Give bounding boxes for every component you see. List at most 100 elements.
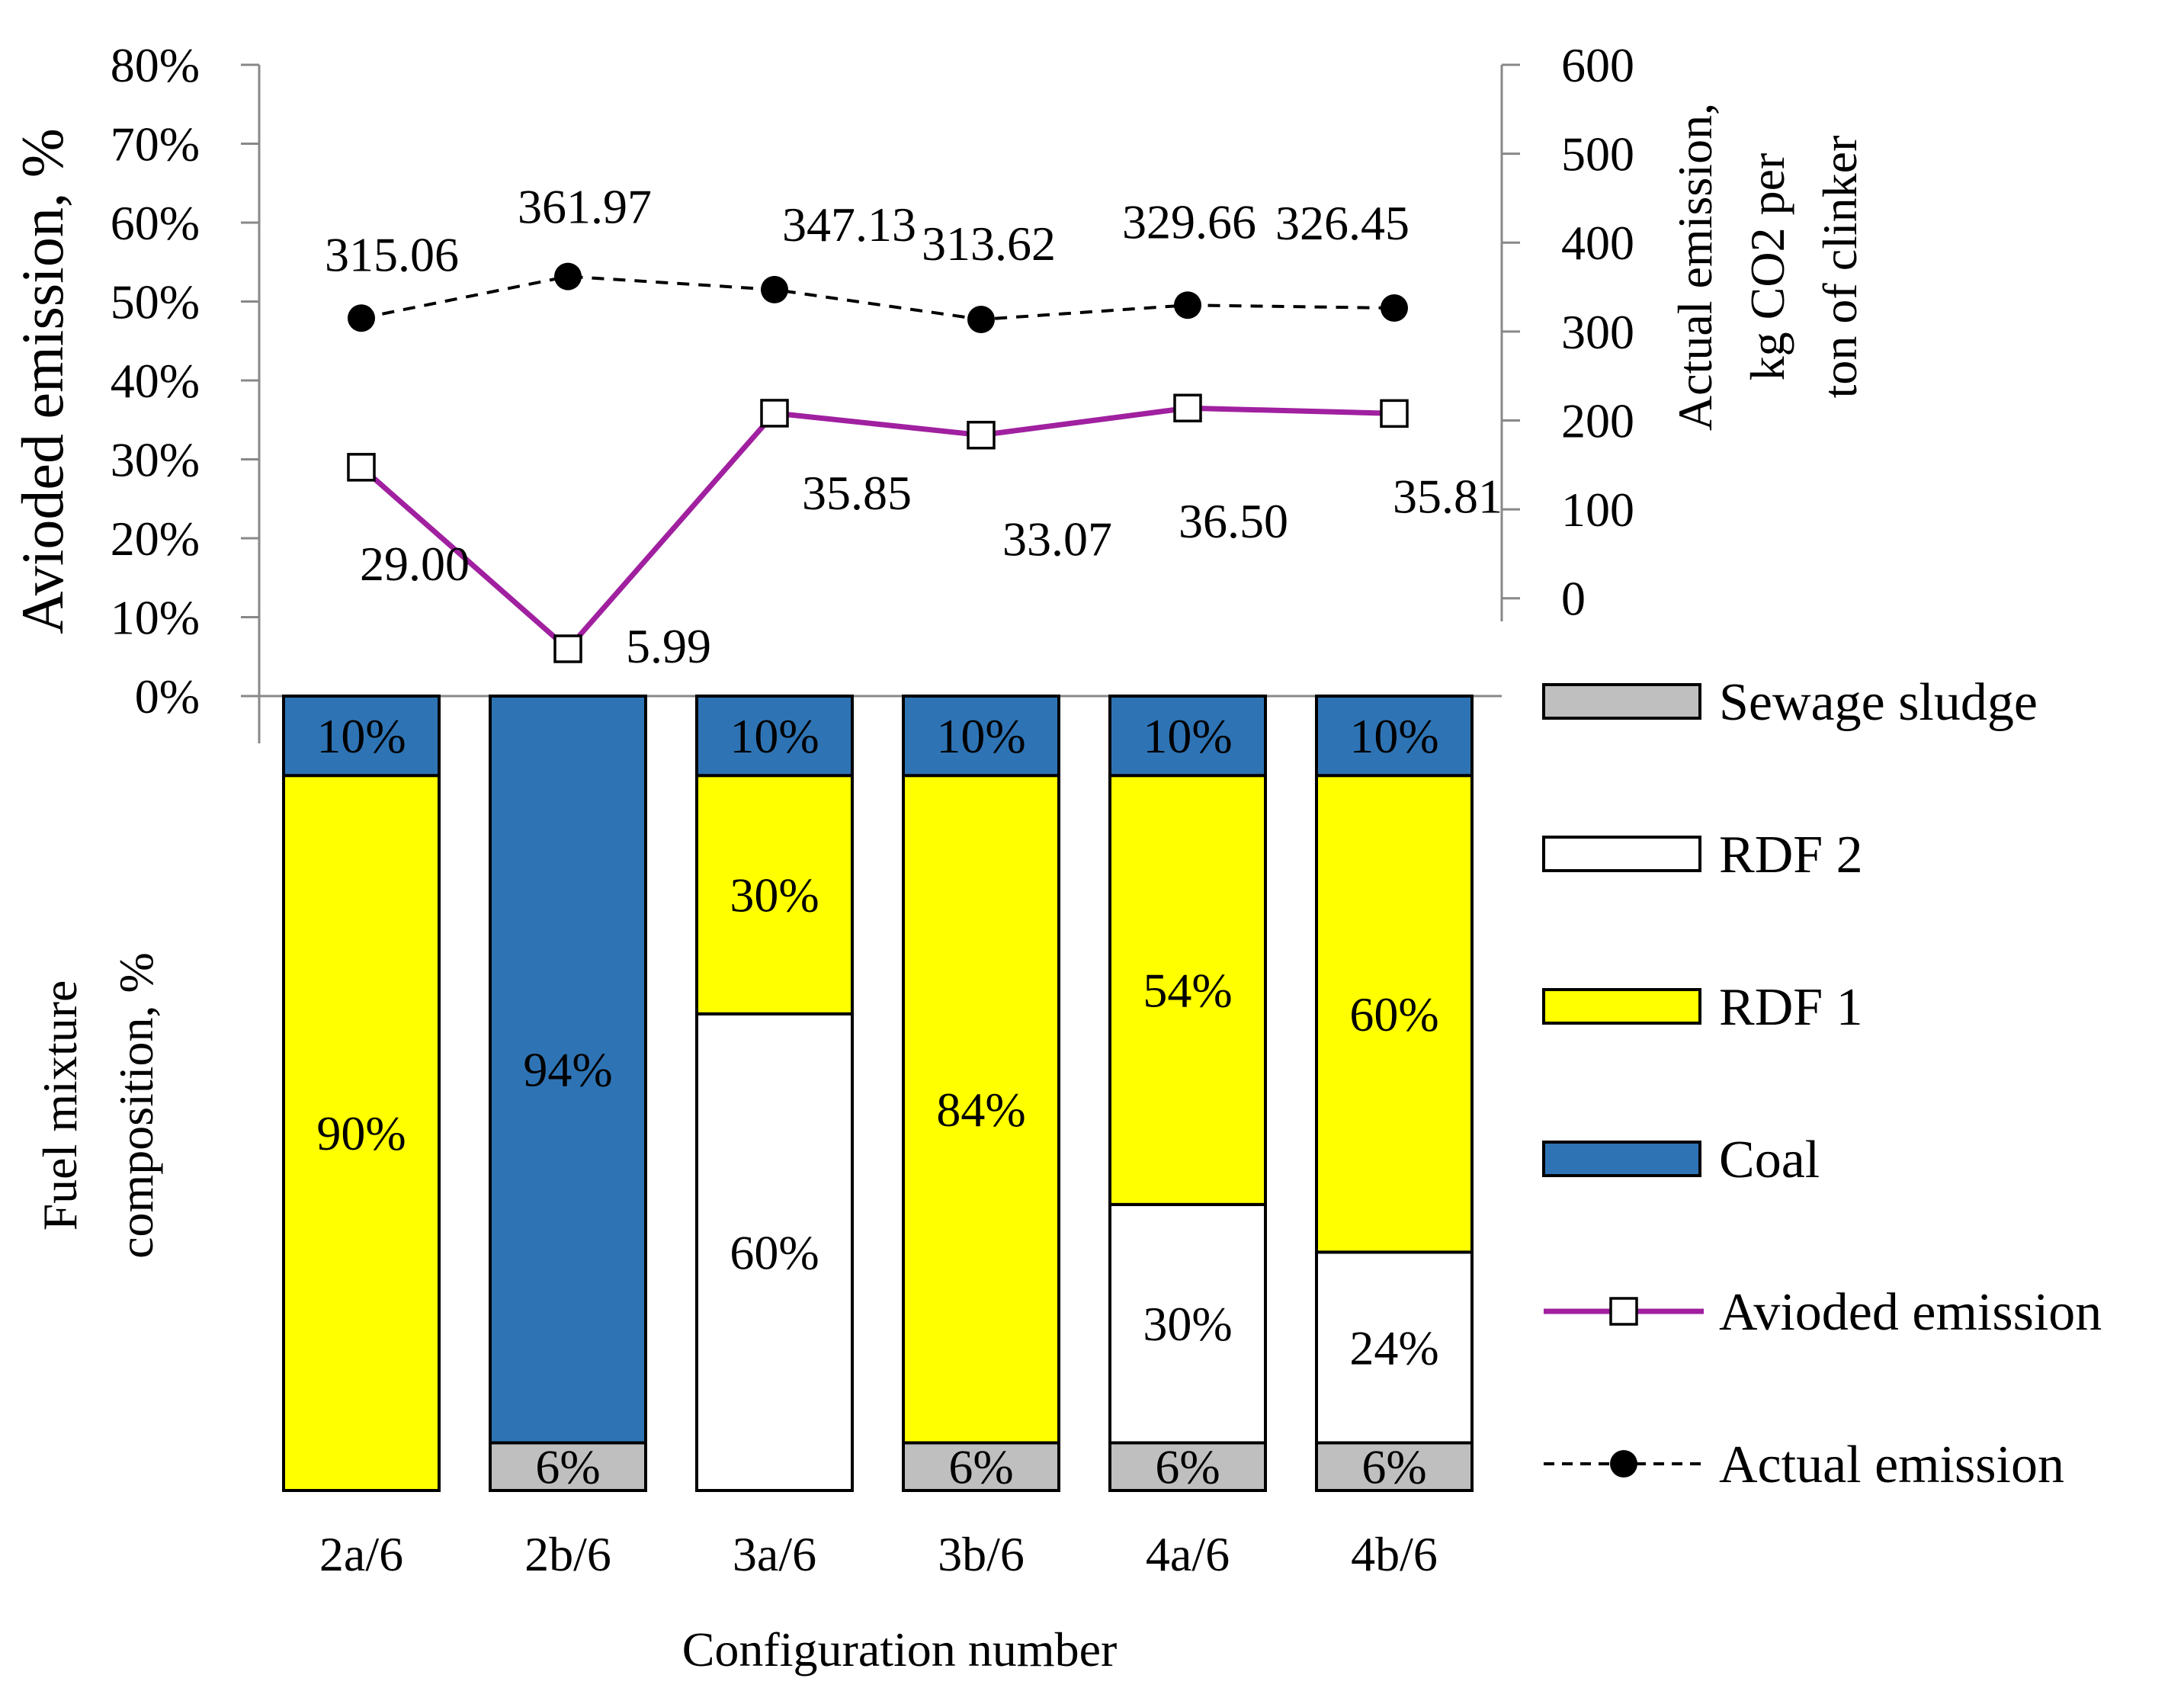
avoided-emission-marker bbox=[1380, 399, 1409, 428]
legend-item: RDF 1 bbox=[1542, 978, 1863, 1037]
avoided-emission-data-label: 35.85 bbox=[802, 466, 912, 520]
bar-segment-label: 10% bbox=[936, 709, 1025, 763]
bar-segment-label: 10% bbox=[730, 709, 819, 763]
left-axis-tick-label: 0% bbox=[135, 669, 200, 724]
legend-label: RDF 2 bbox=[1719, 826, 1863, 884]
bar-segment-label: 84% bbox=[936, 1083, 1025, 1137]
bar-segment-sewage-sludge bbox=[1108, 1441, 1267, 1492]
bars-layer bbox=[282, 695, 1474, 1493]
actual-emission-marker bbox=[348, 304, 375, 332]
bar-segment-label: 94% bbox=[523, 1043, 612, 1097]
bar-segment-label: 60% bbox=[730, 1225, 819, 1279]
bar-axis-title-line: composition, % bbox=[109, 952, 163, 1259]
avoided-emission-marker bbox=[760, 399, 789, 428]
left-axis-tick-label: 30% bbox=[111, 433, 200, 487]
avoided-emission-marker bbox=[347, 453, 376, 482]
left-axis-tick-label: 60% bbox=[111, 196, 200, 250]
right-axis-tick-label: 500 bbox=[1561, 127, 1634, 181]
left-axis-tick-label: 70% bbox=[111, 117, 200, 172]
lines-layer bbox=[347, 262, 1409, 663]
legend-swatch bbox=[1542, 683, 1701, 720]
bar-segment-label: 24% bbox=[1349, 1320, 1438, 1375]
right-axis-tick-label: 200 bbox=[1561, 393, 1634, 448]
bar-segment-label: 60% bbox=[1349, 987, 1438, 1041]
legend-marker bbox=[1610, 1450, 1637, 1478]
actual-emission-data-label: 313.62 bbox=[922, 217, 1056, 271]
left-axis-tick-label: 10% bbox=[111, 591, 200, 645]
legend-swatch bbox=[1542, 836, 1701, 872]
bar-segment-label: 6% bbox=[1155, 1440, 1220, 1494]
right-axis-title-line: ton of clinker bbox=[1813, 136, 1867, 399]
x-category-label: 4b/6 bbox=[1351, 1527, 1438, 1581]
x-category-label: 2b/6 bbox=[524, 1527, 611, 1581]
bar-segment-rdf-1 bbox=[1315, 774, 1474, 1254]
bar-segment-coal bbox=[1315, 695, 1474, 778]
avoided-emission-data-label: 36.50 bbox=[1179, 494, 1288, 548]
bar-segment-label: 6% bbox=[535, 1440, 600, 1494]
legend-item: Sewage sludge bbox=[1542, 673, 2038, 732]
avoided-emission-data-label: 35.81 bbox=[1393, 469, 1503, 523]
legend-swatch bbox=[1542, 1141, 1701, 1177]
actual-emission-data-label: 326.45 bbox=[1275, 196, 1409, 250]
bar-segment-label: 10% bbox=[316, 709, 406, 763]
bar-segment-rdf-2 bbox=[1108, 1202, 1267, 1445]
left-axis-tick-label: 80% bbox=[111, 38, 200, 92]
bar-segment-label: 90% bbox=[316, 1106, 406, 1160]
left-axis-tick-label: 50% bbox=[111, 275, 200, 329]
legend-label: Sewage sludge bbox=[1719, 673, 2038, 732]
right-axis-tick-label: 600 bbox=[1561, 38, 1634, 92]
avoided-emission-line bbox=[359, 405, 1395, 653]
legend-label: Coal bbox=[1719, 1131, 1820, 1189]
legend-label: RDF 1 bbox=[1719, 978, 1863, 1037]
bar-segment-label: 30% bbox=[730, 868, 819, 923]
bar-segment-rdf-2 bbox=[695, 1012, 854, 1493]
actual-emission-marker bbox=[554, 262, 582, 290]
bar-segment-label: 6% bbox=[1361, 1440, 1426, 1494]
avoided-emission-data-label: 29.00 bbox=[360, 537, 470, 591]
actual-emission-data-label: 347.13 bbox=[782, 197, 916, 252]
bar-segment-label: 10% bbox=[1349, 709, 1438, 763]
legend-item: Avioded emission bbox=[1544, 1283, 2102, 1342]
legend-item: Actual emission bbox=[1544, 1436, 2064, 1494]
legend-item: Coal bbox=[1542, 1131, 1820, 1189]
actual-emission-data-label: 361.97 bbox=[518, 180, 652, 234]
bar-axis-title-line: Fuel mixture bbox=[33, 980, 87, 1231]
left-axis-tick-label: 20% bbox=[111, 512, 200, 566]
avoided-emission-data-label: 5.99 bbox=[626, 619, 711, 673]
right-axis-tick-label: 100 bbox=[1561, 483, 1634, 537]
legend-label: Actual emission bbox=[1719, 1436, 2064, 1494]
actual-emission-marker bbox=[1381, 294, 1408, 322]
legend: Sewage sludge RDF 2 RDF 1 Coal Avioded emiss… bbox=[1542, 673, 2102, 1494]
avoided-emission-marker bbox=[1173, 393, 1202, 422]
right-axis-title-line: Actual emission, bbox=[1668, 103, 1722, 431]
legend-label: Avioded emission bbox=[1719, 1283, 2102, 1342]
avoided-emission-data-label: 33.07 bbox=[1002, 512, 1112, 566]
legend-marker bbox=[1609, 1297, 1638, 1326]
bar-segment-label: 30% bbox=[1143, 1297, 1232, 1351]
x-category-label: 3b/6 bbox=[938, 1527, 1025, 1581]
actual-emission-marker bbox=[761, 275, 788, 303]
bar-segment-label: 6% bbox=[948, 1440, 1013, 1494]
bar-segment-coal bbox=[282, 695, 441, 778]
bar-segment-rdf-1 bbox=[695, 774, 854, 1016]
x-category-label: 4a/6 bbox=[1146, 1527, 1230, 1581]
actual-emission-data-label: 329.66 bbox=[1122, 194, 1256, 249]
legend-item: RDF 2 bbox=[1542, 826, 1863, 884]
bar-segment-coal bbox=[695, 695, 854, 778]
bar-segment-coal bbox=[902, 695, 1060, 778]
bar-segment-sewage-sludge bbox=[489, 1441, 647, 1492]
actual-emission-marker bbox=[967, 305, 995, 333]
bar-segment-coal bbox=[489, 695, 647, 1445]
left-axis-title: Avioded emission, % bbox=[9, 128, 75, 634]
actual-emission-data-label: 315.06 bbox=[325, 227, 459, 281]
bar-segment-sewage-sludge bbox=[902, 1441, 1060, 1492]
bar-segment-label: 54% bbox=[1143, 964, 1232, 1018]
x-axis-title: Configuration number bbox=[682, 1622, 1118, 1677]
avoided-emission-marker bbox=[553, 634, 582, 663]
left-axis-tick-label: 40% bbox=[111, 354, 200, 408]
axes-layer bbox=[241, 63, 1520, 743]
x-category-label: 3a/6 bbox=[733, 1527, 816, 1581]
right-axis-tick-label: 0 bbox=[1561, 572, 1586, 626]
avoided-emission-marker bbox=[967, 420, 996, 450]
